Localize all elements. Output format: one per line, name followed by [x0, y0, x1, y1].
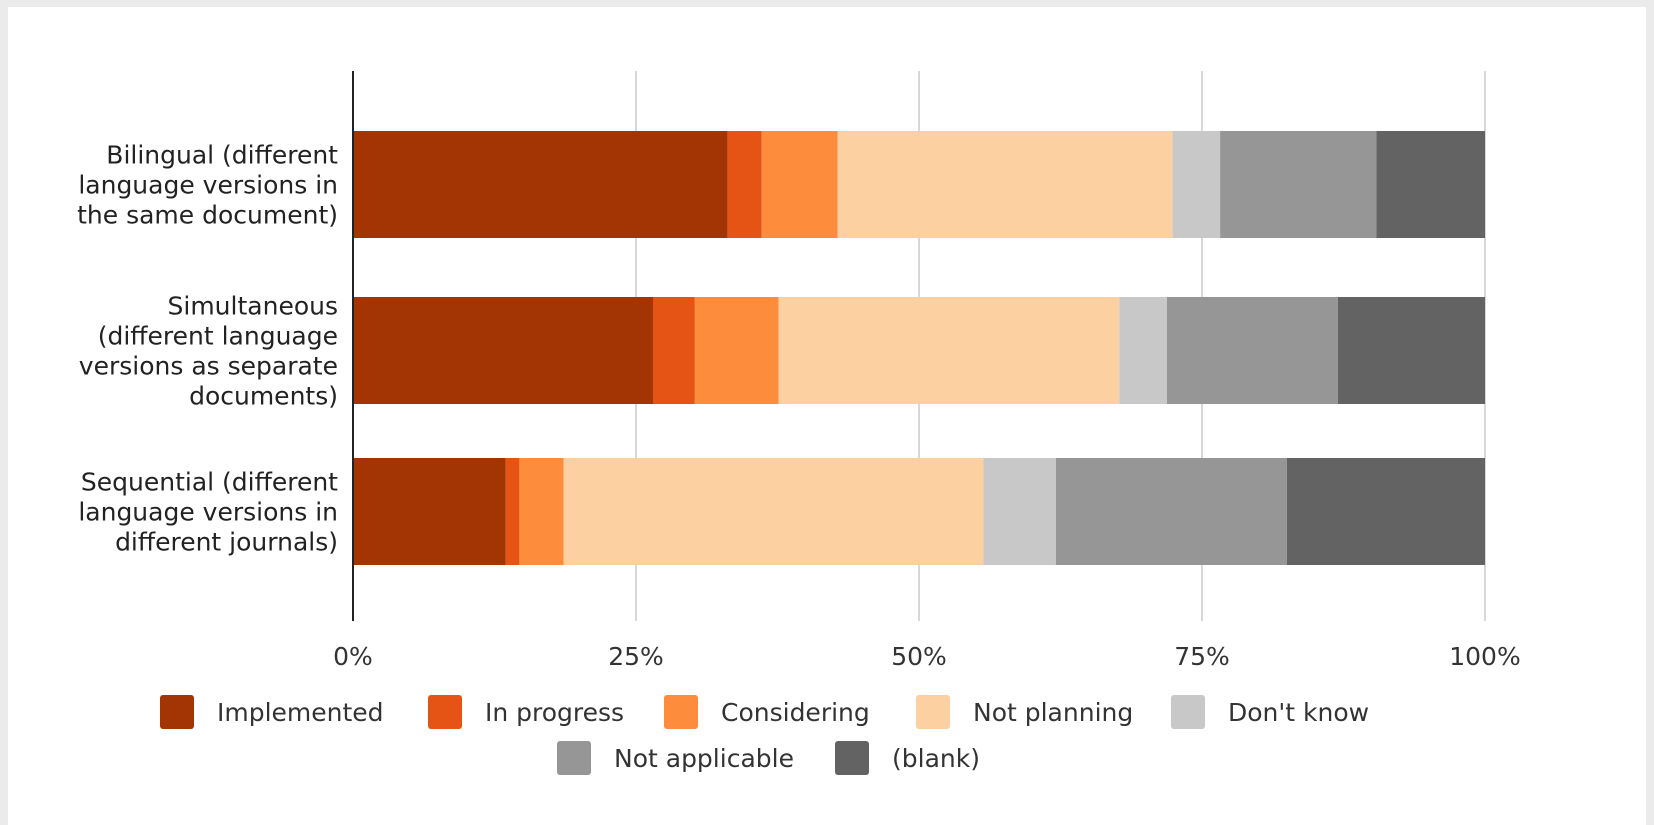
category-label-line: documents)	[189, 382, 338, 411]
bar-segment	[761, 131, 838, 238]
legend-label: In progress	[485, 698, 624, 727]
legend: Implemented In progress Considering Not pla…	[160, 695, 1369, 775]
legend-swatch	[160, 695, 194, 729]
bar-segment	[1286, 458, 1485, 565]
legend-swatch	[428, 695, 462, 729]
x-tick-labels: 0% 25% 50% 75% 100%	[333, 642, 1521, 671]
bar-segment	[652, 297, 695, 404]
x-tick-label: 75%	[1174, 642, 1230, 671]
legend-label: Not planning	[973, 698, 1133, 727]
legend-swatch	[557, 741, 591, 775]
category-label: Simultaneous(different languageversions …	[79, 292, 338, 411]
bar-segment	[1376, 131, 1485, 238]
bar-segment	[1337, 297, 1485, 404]
x-tick-label: 25%	[608, 642, 664, 671]
legend-label: Implemented	[217, 698, 384, 727]
bar-segment	[694, 297, 779, 404]
bar-segment	[563, 458, 984, 565]
bar-segment	[519, 458, 564, 565]
bar-segment	[353, 297, 653, 404]
bar-segment	[983, 458, 1056, 565]
bar-segment	[1166, 297, 1338, 404]
category-label-line: versions as separate	[79, 352, 338, 381]
legend-swatch	[664, 695, 698, 729]
category-label-line: Sequential (different	[81, 468, 338, 497]
category-label-line: the same document)	[77, 201, 338, 230]
bar-segment	[505, 458, 520, 565]
bar-segment	[353, 131, 728, 238]
category-label-line: Simultaneous	[168, 292, 338, 321]
bars	[353, 131, 1485, 565]
bar-segment	[1220, 131, 1377, 238]
bar-segment	[1119, 297, 1167, 404]
legend-swatch	[916, 695, 950, 729]
chart-card: Bilingual (different language versions in…	[8, 7, 1646, 825]
bar-segment	[353, 458, 506, 565]
x-tick-label: 0%	[333, 642, 373, 671]
category-label-line: (different language	[98, 322, 338, 351]
category-label-line: different journals)	[115, 528, 338, 557]
bar-segment	[1172, 131, 1221, 238]
bar-segment	[837, 131, 1173, 238]
legend-label: Not applicable	[614, 744, 794, 773]
category-label-line: Bilingual (different	[106, 141, 338, 170]
bar-segment	[727, 131, 762, 238]
legend-label: Considering	[721, 698, 870, 727]
legend-label: (blank)	[892, 744, 980, 773]
bar-segment	[1055, 458, 1287, 565]
category-label-line: language versions in	[78, 171, 338, 200]
legend-label: Don't know	[1228, 698, 1369, 727]
legend-swatch	[1171, 695, 1205, 729]
x-tick-label: 50%	[891, 642, 947, 671]
category-label-line: language versions in	[78, 498, 338, 527]
legend-swatch	[835, 741, 869, 775]
bar-segment	[778, 297, 1120, 404]
x-tick-label: 100%	[1449, 642, 1520, 671]
